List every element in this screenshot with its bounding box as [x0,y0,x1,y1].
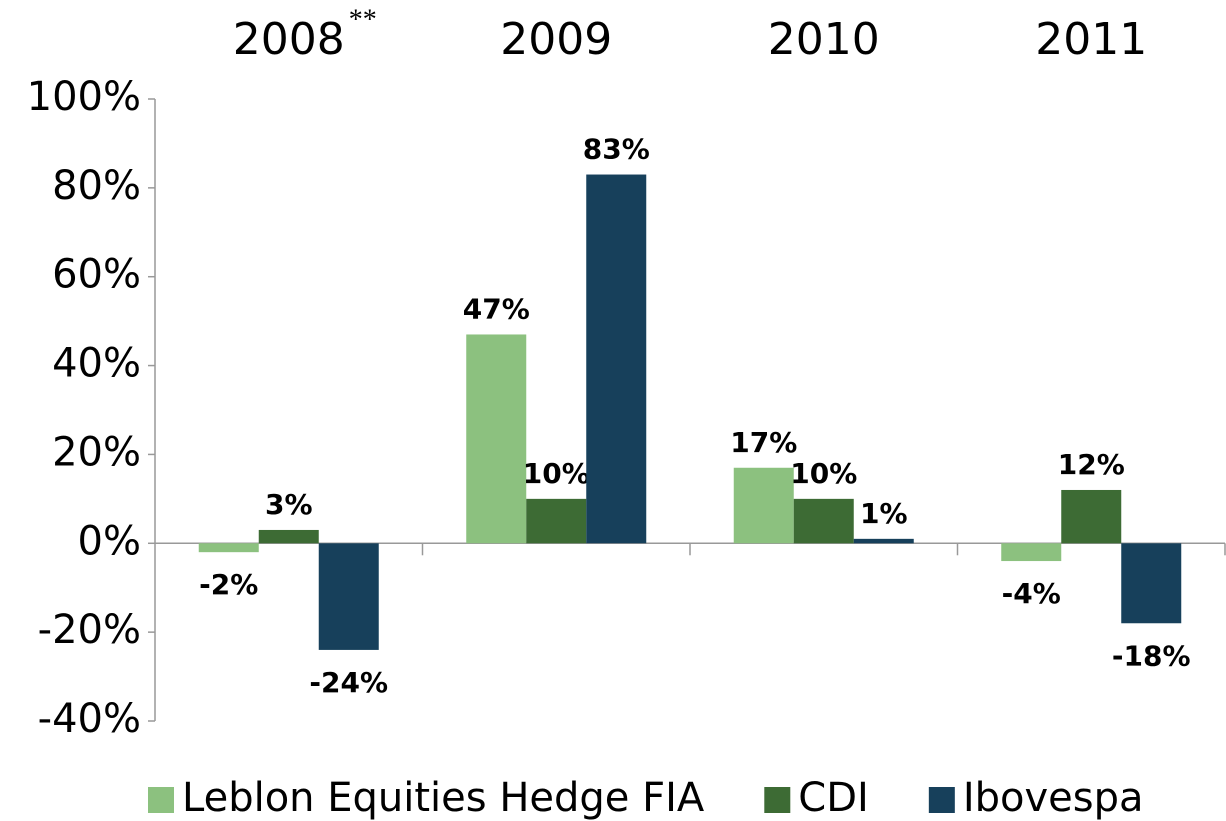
bar [586,174,647,544]
bar [853,538,914,544]
data-label: 12% [1058,448,1125,481]
category-label: 2011 [1035,14,1147,65]
bar [1121,543,1182,624]
y-tick-label: 0% [78,518,141,564]
data-label: 17% [730,426,797,459]
bar [793,498,854,544]
y-tick-label: -40% [38,696,141,742]
legend-swatch [148,787,174,813]
bar [258,529,319,544]
bar [733,467,794,544]
data-label: -4% [1002,577,1061,610]
y-tick-label: 40% [52,341,141,387]
bar [466,334,527,544]
data-label: 83% [583,133,650,166]
category-label: 2008 [233,14,345,65]
y-tick-label: 60% [52,252,141,298]
bar [1001,543,1062,562]
bar [526,498,587,544]
annotation: ** [349,4,377,35]
data-label: 10% [523,457,590,490]
y-tick-label: 80% [52,163,141,209]
data-label: 1% [860,497,908,530]
legend-swatch [928,787,955,813]
legend-label: Leblon Equities Hedge FIA [182,775,705,821]
category-label: 2010 [768,14,880,65]
data-label: 3% [265,488,313,521]
legend-swatch [764,787,791,813]
legend-label: CDI [798,775,869,821]
bar [198,543,259,553]
data-label: -18% [1112,639,1191,672]
y-tick-label: 20% [52,429,141,475]
y-tick-label: -20% [38,607,141,653]
data-label: 47% [463,292,530,325]
data-label: -2% [199,568,258,601]
legend-label: Ibovespa [963,775,1144,821]
data-label: -24% [309,666,388,699]
bar [318,543,379,650]
bar [1061,489,1122,544]
category-label: 2009 [500,14,612,65]
data-label: 10% [790,457,857,490]
y-tick-label: 100% [27,74,141,120]
